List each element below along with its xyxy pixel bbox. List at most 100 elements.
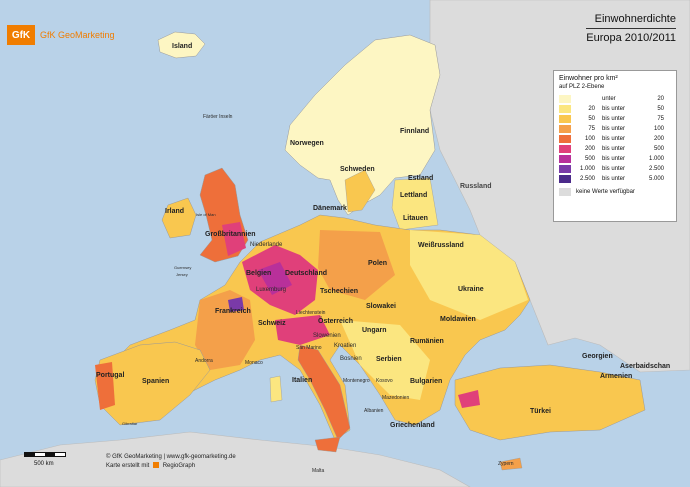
legend-swatch [559,135,571,143]
map-title-line2: Europa 2010/2011 [586,32,676,44]
credit-line2-post: RegioGraph [162,463,196,469]
map-credits: © GfK GeoMarketing | www.gfk-geomarketin… [106,453,236,471]
scale-bar: 500 km [24,452,66,467]
legend-swatch [559,125,571,133]
legend-no-data: keine Werte verfügbar [559,188,676,196]
label-spanien: Spanien [142,378,170,385]
label-malta: Malta [312,468,325,474]
map-title-line1: Einwohnerdichte [594,13,676,25]
label-zypern: Zypern [498,461,514,467]
label-albanien: Albanien [364,408,384,414]
label-moldawien: Moldawien [440,316,476,323]
iceland-shape [157,31,206,59]
legend-row: 1.000 bis unter 2.500 [559,164,664,174]
legend-row: 500 bis unter 1.000 [559,154,664,164]
label-niederlande: Niederlande [250,242,283,248]
label-slowakei: Slowakei [366,303,396,310]
gfk-logo-mark: GfK [7,25,35,45]
portugal-shape [95,362,115,410]
label-monaco: Monaco [245,360,263,366]
legend-row: 20 bis unter 50 [559,104,664,114]
no-data-label: keine Werte verfügbar [576,189,635,195]
north-italy [275,315,330,345]
legend-row: 100 bis unter 200 [559,134,664,144]
legend-from: 50 [588,116,595,122]
legend-from: 200 [584,146,595,152]
label-rumaenien: Rumänien [410,338,444,345]
gfk-logo: GfK GfK GeoMarketing [7,25,115,45]
legend-swatch [559,145,571,153]
east-plains [410,230,528,320]
legend-swatch [559,155,571,163]
label-georgien: Georgien [582,353,613,360]
legend-to: 2.500 [648,166,664,172]
legend-title: Einwohner pro km² [559,75,618,82]
label-daenemark: Dänemark [313,205,347,212]
legend-swatch [559,95,571,103]
label-portugal: Portugal [96,372,125,379]
legend-row: 200 bis unter 500 [559,144,664,154]
legend-from: 2.500 [579,176,595,182]
label-finnland: Finnland [400,128,430,135]
legend-to: 5.000 [648,176,664,182]
legend-relation: bis unter [602,166,626,172]
label-kroatien: Kroatien [334,343,357,349]
label-schweiz: Schweiz [258,320,286,327]
baltics-shape [391,177,439,231]
legend-row: 75 bis unter 100 [559,124,664,134]
label-mazedonien: Mazedonien [382,395,410,401]
legend-classes: unter 20 20 bis unter 50 50 bis unter 75 75 bis u… [559,94,664,184]
label-italien: Italien [292,377,313,384]
legend-from: 100 [584,136,595,142]
label-bosnien: Bosnien [340,356,362,362]
label-lettland: Lettland [400,192,428,199]
legend-to: 50 [657,106,664,112]
label-slowenien: Slowenien [313,333,341,339]
legend-relation: bis unter [602,146,626,152]
legend-swatch [559,175,571,183]
credit-line2: Karte erstellt mit RegioGraph [106,462,236,471]
dense-core [258,262,292,295]
legend-from: 500 [584,156,595,162]
label-isle-of-man: Isle of Man [196,212,216,217]
sardinia-shape [269,375,283,403]
legend-to: 500 [653,146,664,152]
legend-relation: bis unter [602,116,626,122]
label-russland: Russland [460,183,492,190]
legend-to: 200 [653,136,664,142]
ireland-shape [161,197,197,239]
label-litauen: Litauen [403,215,428,222]
label-kosovo: Kosovo [376,378,393,384]
legend-relation: unter [602,96,616,102]
label-guernsey: Guernsey [174,265,192,270]
regiograph-icon [153,462,160,469]
credit-line1: © GfK GeoMarketing | www.gfk-geomarketin… [106,454,236,460]
legend-row: 2.500 bis unter 5.000 [559,174,664,184]
sicily-shape [314,436,341,453]
label-polen: Polen [368,260,388,267]
legend-relation: bis unter [602,126,626,132]
label-tuerkei: Türkei [530,408,552,415]
iberia-shape [94,341,211,426]
label-griechenland: Griechenland [390,422,435,429]
label-belgien: Belgien [246,270,272,277]
no-data-swatch [559,188,571,196]
legend-relation: bis unter [602,106,626,112]
label-island: Island [172,43,193,50]
label-faeroer: Färöer Inseln [203,114,233,120]
legend-row: 50 bis unter 75 [559,114,664,124]
south-sweden-shape [344,169,376,213]
legend-row: unter 20 [559,94,664,104]
label-liechtenstein: Liechtenstein [296,310,326,316]
label-jersey: Jersey [176,272,188,277]
balkans-mid [340,320,430,400]
label-oesterreich: Österreich [318,318,354,325]
map-legend: Einwohner pro km² auf PLZ 2-Ebene unter 2… [553,70,677,222]
label-irland: Irland [165,208,185,215]
label-gibraltar: Gibraltar [122,421,138,426]
label-norwegen: Norwegen [290,140,324,147]
legend-from: 1.000 [579,166,595,172]
label-san-marino: San Marino [296,345,322,351]
legend-to: 1.000 [648,156,664,162]
legend-relation: bis unter [602,136,626,142]
